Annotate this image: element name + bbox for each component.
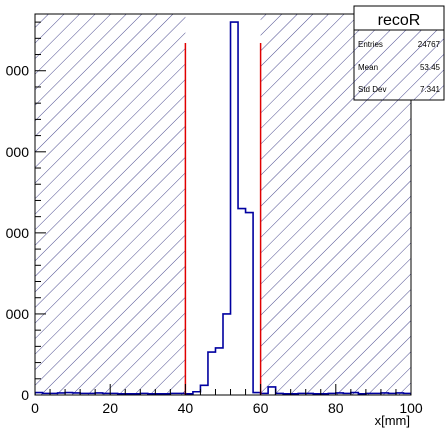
stats-mean-label: Mean	[358, 63, 378, 72]
histogram-bin	[215, 348, 223, 395]
histogram-bin	[208, 352, 216, 395]
x-tick-label: 80	[328, 400, 344, 416]
x-tick-label: 40	[178, 400, 194, 416]
y-tick-label: 0	[21, 387, 29, 403]
histogram-bin	[246, 213, 254, 395]
histogram-bin	[238, 209, 246, 395]
stats-stddev-value: 7.341	[420, 85, 441, 94]
plot-frame	[34, 13, 412, 396]
stats-entries-value: 24767	[418, 40, 441, 49]
y-tick-label: 000	[6, 144, 30, 160]
y-tick-label: 000	[6, 225, 30, 241]
stats-stddev-label: Std Dev	[358, 85, 386, 94]
stats-box: recoR Entries 24767 Mean 53.45 Std Dev 7…	[353, 5, 445, 101]
y-tick-label: 000	[6, 306, 30, 322]
histogram-bin	[200, 385, 208, 395]
stats-mean-value: 53.45	[420, 63, 441, 72]
histogram-bin	[268, 387, 276, 395]
x-tick-label: 20	[102, 400, 118, 416]
x-axis-title: x[mm]	[375, 413, 410, 428]
y-tick-label: 000	[6, 63, 30, 79]
x-axis: 0 20 40 60 80 100	[31, 384, 423, 416]
histogram-bin	[231, 22, 239, 395]
x-tick-label: 100	[399, 400, 423, 416]
shaded-region-0	[35, 14, 186, 395]
cut-lines	[184, 43, 262, 395]
x-tick-label: 0	[31, 400, 39, 416]
stats-box-hatch	[354, 30, 444, 100]
x-tick-label: 60	[253, 400, 269, 416]
stats-entries-label: Entries	[358, 40, 383, 49]
histogram-bin	[223, 314, 231, 395]
stats-box-title: recoR	[378, 12, 421, 29]
